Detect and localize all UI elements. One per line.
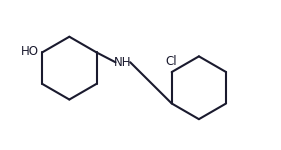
Text: HO: HO — [21, 45, 39, 58]
Text: NH: NH — [114, 56, 131, 69]
Text: Cl: Cl — [165, 55, 176, 68]
